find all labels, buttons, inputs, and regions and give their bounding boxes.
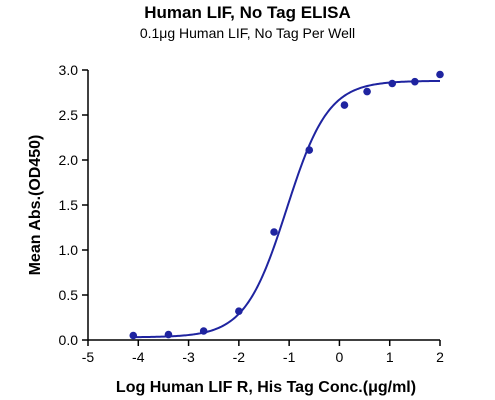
fit-curve (133, 79, 441, 339)
y-tick-label: 2.5 (59, 107, 79, 123)
data-point (235, 307, 243, 316)
data-point (199, 327, 208, 335)
y-tick-label: 1.0 (59, 242, 79, 258)
x-tick-label: 2 (436, 349, 444, 365)
y-tick-label: 2.0 (59, 152, 79, 168)
x-tick-label: -5 (82, 349, 95, 365)
fit-curve-layer (133, 79, 441, 339)
x-tick-label: -3 (182, 349, 195, 365)
data-point (363, 87, 371, 96)
chart-subtitle: 0.1μg Human LIF, No Tag Per Well (139, 25, 356, 41)
y-tick-label: 0.0 (59, 332, 79, 348)
chart-title: Human LIF, No Tag ELISA (144, 3, 351, 22)
x-tick-label: -2 (233, 349, 246, 365)
x-tick-label: 0 (336, 349, 344, 365)
data-point (436, 70, 444, 79)
data-point (340, 101, 349, 109)
x-tick-label: 1 (386, 349, 394, 365)
axes: 0.0 0.5 1.0 1.5 2.0 2.5 3.0 -5 -4 -3 -2 -1 0 1 2 (59, 62, 445, 365)
data-point (388, 79, 397, 88)
data-point (411, 77, 419, 86)
x-tick-label: -1 (283, 349, 296, 365)
data-point (305, 146, 314, 154)
y-tick-label: 0.5 (59, 287, 79, 303)
x-axis-label: Log Human LIF R, His Tag Conc.(μg/ml) (116, 379, 416, 396)
y-tick-label: 1.5 (59, 197, 79, 213)
y-axis-label: Mean Abs.(OD450) (27, 135, 44, 276)
y-tick-label: 3.0 (59, 62, 79, 78)
data-point (129, 331, 138, 340)
data-point (270, 228, 278, 236)
data-points-layer (129, 70, 444, 340)
x-tick-label: -4 (132, 349, 145, 365)
data-point (164, 330, 173, 339)
